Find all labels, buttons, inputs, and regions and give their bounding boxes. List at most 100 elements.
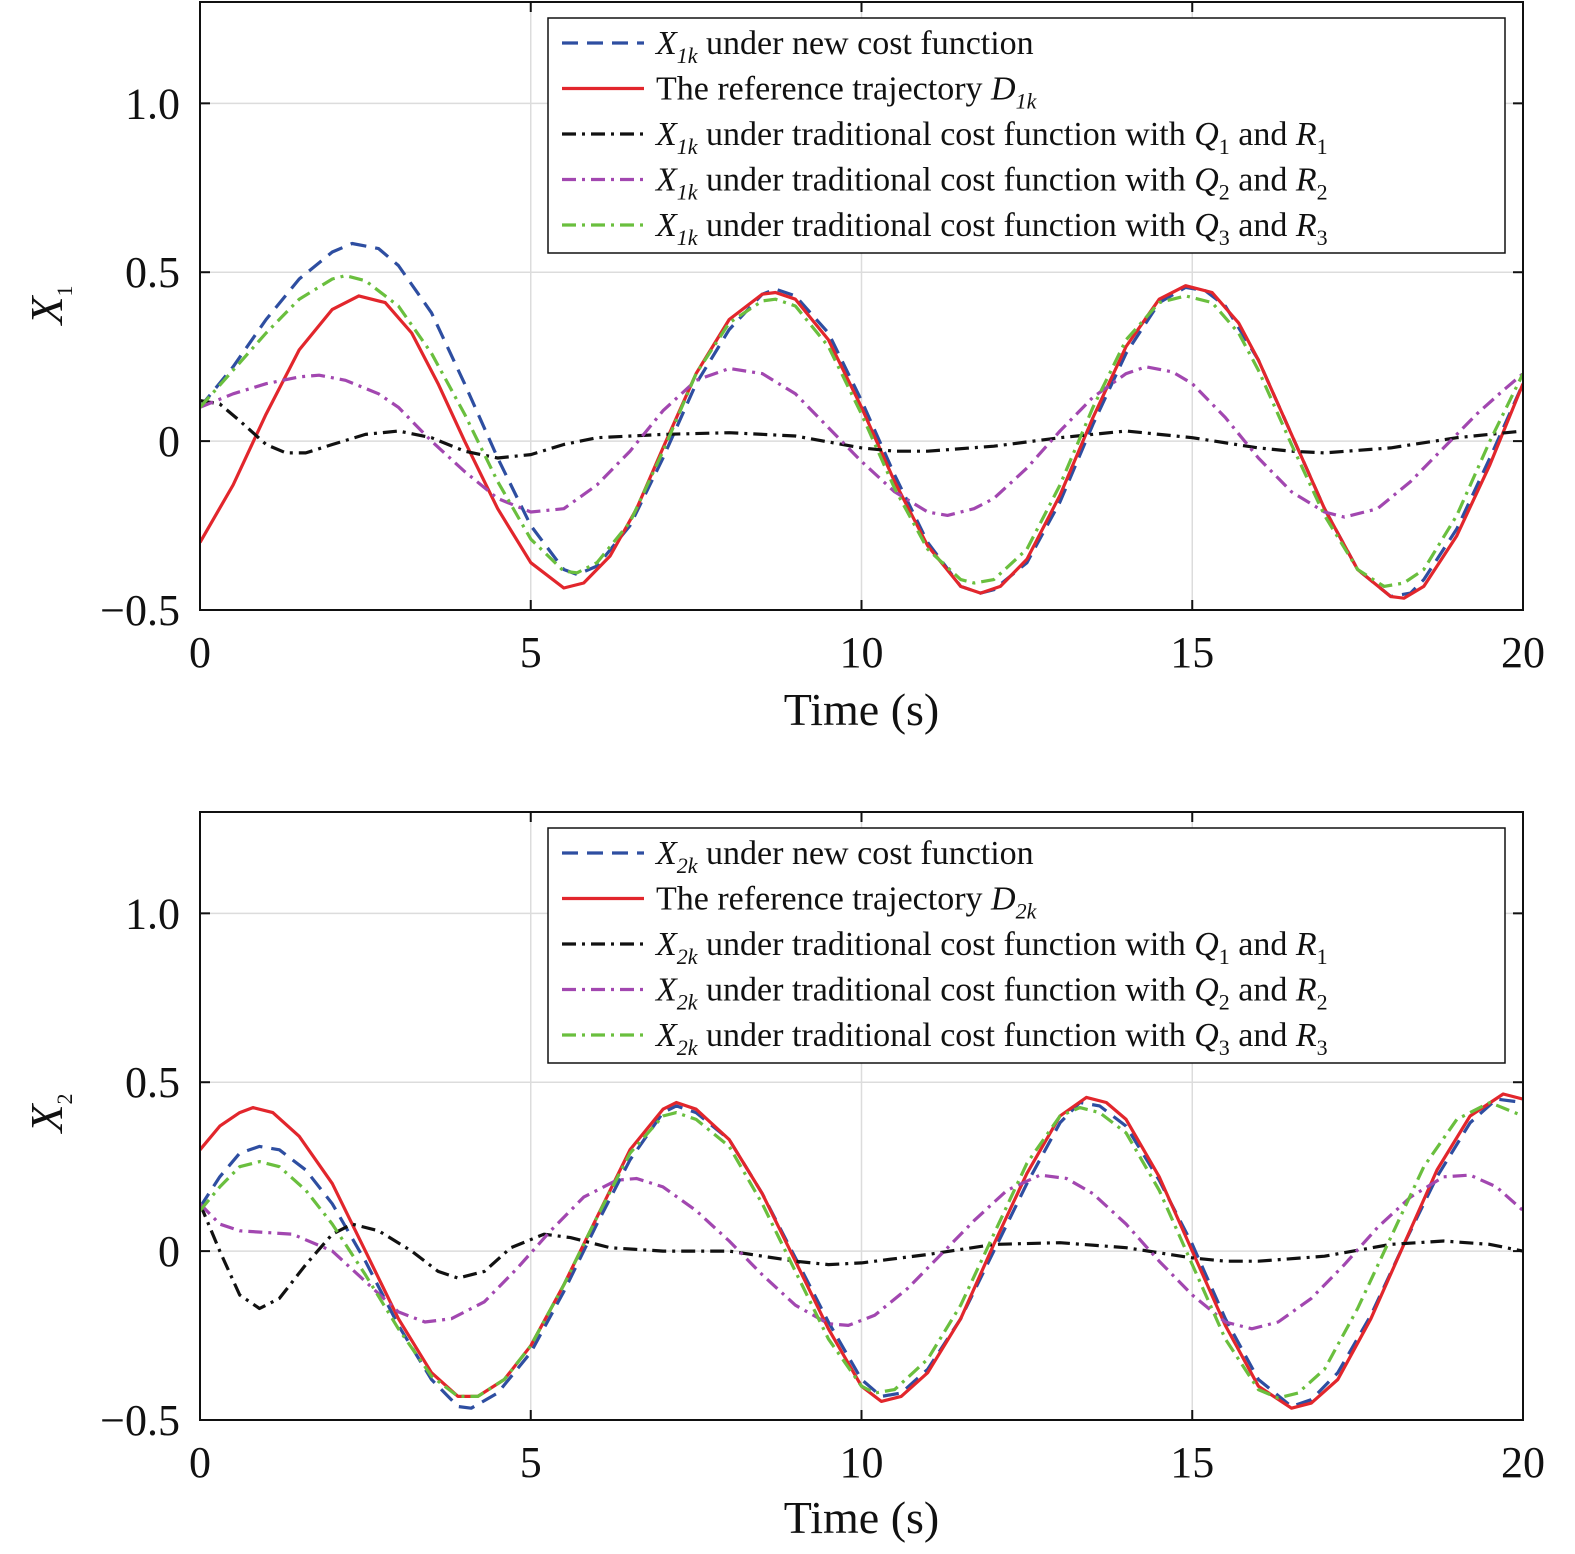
legend-text-part: Q	[1194, 116, 1219, 153]
legend-text-part: under traditional cost function with	[698, 1017, 1195, 1054]
legend-text-part: and	[1230, 116, 1296, 153]
legend-label-1: X1k under new cost function	[654, 25, 1034, 68]
series-line-3	[200, 1203, 1523, 1311]
series-group	[200, 241, 1523, 600]
legend-text-part: under traditional cost function with	[698, 162, 1195, 199]
legend-text-part: The reference trajectory	[656, 881, 991, 918]
series-line-2	[200, 284, 1523, 600]
legend-text-part: Q	[1194, 926, 1219, 963]
legend-label-4: X1k under traditional cost function with…	[654, 162, 1328, 205]
legend-label-5: X1k under traditional cost function with…	[654, 207, 1328, 250]
legend-text-part: The reference trajectory	[656, 71, 991, 108]
legend-text-part: under traditional cost function with	[698, 207, 1195, 244]
legend-text-part: under new cost function	[698, 835, 1034, 872]
x-tick-label: 20	[1501, 1438, 1545, 1487]
legend-subscript: 3	[1219, 1035, 1230, 1060]
legend-subscript: 2	[1317, 990, 1328, 1015]
legend-label-1: X2k under new cost function	[654, 835, 1034, 878]
series-line-1	[200, 1097, 1523, 1410]
series-line-5	[200, 274, 1523, 588]
x-axis-title: Time (s)	[784, 684, 940, 735]
y-tick-label: 0	[158, 417, 180, 466]
legend-text-part: R	[1295, 972, 1317, 1009]
series-line-4	[200, 365, 1523, 519]
x-tick-label: 5	[520, 1438, 542, 1487]
legend-text-part: D	[990, 881, 1016, 918]
legend-text-part: X	[654, 835, 678, 872]
legend-text-part: under traditional cost function with	[698, 116, 1195, 153]
legend-subscript: 2k	[1016, 899, 1038, 924]
series-line-2	[200, 1092, 1523, 1410]
legend-subscript: 2k	[677, 944, 699, 969]
y-axis-title: X2	[21, 1093, 77, 1134]
legend-text-part: and	[1230, 926, 1296, 963]
legend-subscript: 1k	[677, 134, 699, 159]
legend-box	[547, 17, 1506, 254]
legend-text-part: R	[1295, 116, 1317, 153]
legend-label-4: X2k under traditional cost function with…	[654, 972, 1328, 1015]
legend-label-2: The reference trajectory D1k	[656, 71, 1038, 114]
legend-text-part: and	[1230, 972, 1296, 1009]
x-tick-label: 10	[840, 1438, 884, 1487]
legend-subscript: 2k	[677, 1035, 699, 1060]
legend-text-part: R	[1295, 207, 1317, 244]
legend-text-part: under new cost function	[698, 25, 1034, 62]
legend-text-part: R	[1295, 162, 1317, 199]
y-axis-title-sub: 1	[52, 285, 77, 296]
y-tick-label: 0.5	[125, 1058, 180, 1107]
legend-text-part: X	[654, 116, 678, 153]
legend-text-part: R	[1295, 926, 1317, 963]
x-axis-title: Time (s)	[784, 1492, 940, 1543]
legend-text-part: R	[1295, 1017, 1317, 1054]
series-line-4	[200, 1173, 1523, 1331]
legend-text-part: X	[654, 1017, 678, 1054]
x-tick-label: 0	[189, 1438, 211, 1487]
legend-subscript: 1k	[1016, 89, 1038, 114]
x-tick-label: 0	[189, 628, 211, 677]
legend-text-part: X	[654, 207, 678, 244]
legend-subscript: 1	[1219, 944, 1230, 969]
legend-subscript: 3	[1317, 1035, 1328, 1060]
x-tick-label: 10	[840, 628, 884, 677]
legend-text-part: D	[990, 71, 1016, 108]
legend-text-part: Q	[1194, 972, 1219, 1009]
legend-subscript: 2	[1219, 990, 1230, 1015]
legend-label-3: X1k under traditional cost function with…	[654, 116, 1328, 159]
legend-text-part: under traditional cost function with	[698, 926, 1195, 963]
x-tick-label: 20	[1501, 628, 1545, 677]
legend-label-2: The reference trajectory D2k	[656, 881, 1038, 924]
legend-text-part: Q	[1194, 1017, 1219, 1054]
y-tick-label: 1.0	[125, 79, 180, 128]
legend-text-part: Q	[1194, 162, 1219, 199]
legend-text-part: under traditional cost function with	[698, 972, 1195, 1009]
series-line-5	[200, 1100, 1523, 1400]
y-tick-label: −0.5	[100, 1396, 180, 1445]
legend-subscript: 1k	[677, 225, 699, 250]
x-tick-label: 5	[520, 628, 542, 677]
legend-subscript: 2	[1317, 180, 1328, 205]
x-tick-label: 15	[1170, 628, 1214, 677]
legend-subscript: 1	[1317, 944, 1328, 969]
legend-text-part: X	[654, 162, 678, 199]
series-group	[200, 1092, 1523, 1410]
legend-box	[547, 827, 1506, 1064]
legend-label-3: X2k under traditional cost function with…	[654, 926, 1328, 969]
legend-subscript: 1	[1317, 134, 1328, 159]
legend-text-part: X	[654, 972, 678, 1009]
legend-subscript: 2k	[677, 990, 699, 1015]
legend-subscript: 1k	[677, 180, 699, 205]
legend-text-part: X	[654, 926, 678, 963]
legend-subscript: 3	[1317, 225, 1328, 250]
legend-text-part: and	[1230, 162, 1296, 199]
y-tick-label: −0.5	[100, 586, 180, 635]
legend-text-part: and	[1230, 1017, 1296, 1054]
legend-text-part: and	[1230, 207, 1296, 244]
y-axis-title-sub: 2	[52, 1093, 77, 1104]
series-line-3	[200, 399, 1523, 460]
x-tick-label: 15	[1170, 1438, 1214, 1487]
y-tick-label: 0.5	[125, 248, 180, 297]
